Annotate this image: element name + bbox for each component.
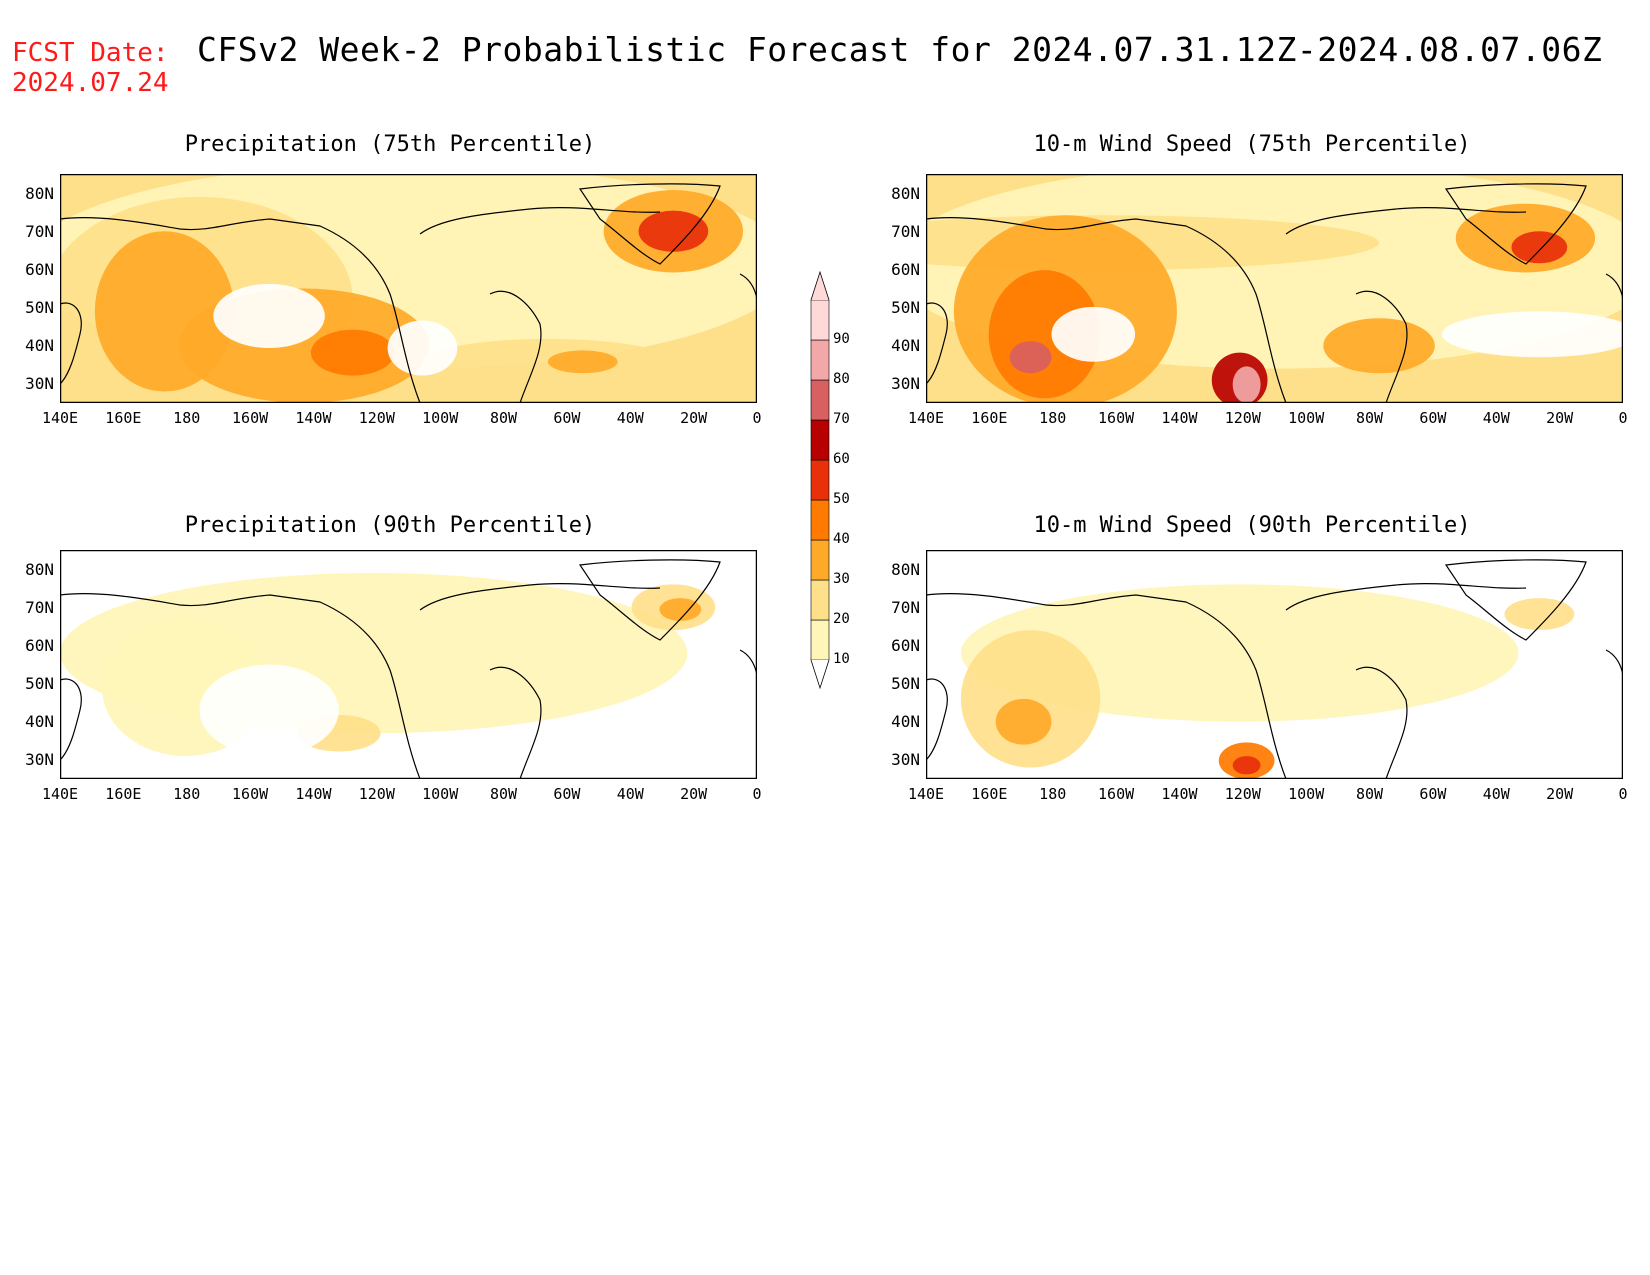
lat-label: 40N [25,712,54,731]
lon-label: 100W [422,785,459,803]
lon-label: 20W [680,409,708,427]
lat-label: 50N [891,298,920,317]
lat-label: 50N [891,674,920,693]
lat-label: 50N [25,298,54,317]
lon-label: 0 [1618,409,1628,427]
lon-label: 120W [358,409,395,427]
lat-label: 70N [25,598,54,617]
colorbar-tick-label: 30 [833,571,850,587]
lon-label: 140W [1161,409,1198,427]
lon-label: 140W [295,785,332,803]
lon-label: 160W [232,409,269,427]
lon-label: 140E [41,409,79,427]
lon-label: 0 [1618,785,1628,803]
colorbar-tick-label: 80 [833,371,850,387]
lon-label: 80W [1355,409,1384,427]
lon-label: 80W [1355,785,1384,803]
lon-label: 60W [1419,409,1447,427]
lon-label: 160W [1098,409,1135,427]
lat-label: 40N [25,336,54,355]
colorbar-tick-label: 60 [833,451,850,467]
colorbar-tick-label: 70 [833,411,850,427]
lon-label: 160W [1098,785,1135,803]
lon-label: 100W [1288,409,1325,427]
lat-label: 60N [25,636,54,655]
colorbar-tick-label: 10 [833,651,850,667]
lon-label: 40W [616,785,644,803]
colorbar-tick-label: 20 [833,611,850,627]
page-title: CFSv2 Week-2 Probabilistic Forecast for … [197,30,1603,69]
lon-label: 160E [971,409,1008,427]
lat-label: 30N [891,750,920,769]
lat-label: 80N [891,560,920,579]
lon-label: 100W [1288,785,1325,803]
lat-label: 30N [25,750,54,769]
lat-label: 60N [25,260,54,279]
lon-label: 80W [489,785,518,803]
map-wind90 [926,550,1623,779]
lon-label: 140E [907,409,945,427]
panel-title-wind75: 10-m Wind Speed (75th Percentile) [1033,132,1471,157]
lon-label: 40W [616,409,644,427]
lon-label: 40W [1482,409,1510,427]
panel-title-precip75: Precipitation (75th Percentile) [184,132,596,157]
lon-label: 140W [1161,785,1198,803]
map-precip75 [60,174,757,403]
lon-label: 160E [971,785,1008,803]
lon-label: 120W [358,785,395,803]
lon-label: 140E [41,785,79,803]
lon-label: 180 [1039,785,1067,803]
lon-label: 20W [1546,409,1574,427]
lon-label: 180 [173,785,201,803]
lat-label: 40N [891,336,920,355]
lon-label: 40W [1482,785,1510,803]
lon-label: 160W [232,785,269,803]
lat-label: 60N [891,260,920,279]
lat-label: 70N [891,598,920,617]
lon-label: 80W [489,409,518,427]
lon-label: 120W [1224,409,1261,427]
lat-label: 40N [891,712,920,731]
forecast-date-block: FCST Date: 2024.07.24 [12,38,169,98]
lon-label: 140W [295,409,332,427]
panel-title-precip90: Precipitation (90th Percentile) [184,513,596,538]
lon-label: 0 [752,409,762,427]
colorbar-tick-label: 40 [833,531,850,547]
colorbar-tick-label: 90 [833,331,850,347]
lat-label: 80N [25,184,54,203]
colorbar [810,270,830,690]
map-precip90 [60,550,757,779]
colorbar-tick-label: 50 [833,491,850,507]
lon-label: 120W [1224,785,1261,803]
lon-label: 0 [752,785,762,803]
lon-label: 60W [1419,785,1447,803]
lon-label: 60W [553,785,581,803]
forecast-date-label: FCST Date: [12,38,169,68]
lat-label: 70N [25,222,54,241]
lon-label: 60W [553,409,581,427]
lon-label: 20W [1546,785,1574,803]
lon-label: 100W [422,409,459,427]
lat-label: 70N [891,222,920,241]
lat-label: 80N [891,184,920,203]
forecast-date-value: 2024.07.24 [12,68,169,98]
lat-label: 60N [891,636,920,655]
lon-label: 180 [173,409,201,427]
lat-label: 30N [25,374,54,393]
lon-label: 140E [907,785,945,803]
lat-label: 30N [891,374,920,393]
lon-label: 160E [105,785,142,803]
lon-label: 160E [105,409,142,427]
lon-label: 180 [1039,409,1067,427]
lon-label: 20W [680,785,708,803]
panel-title-wind90: 10-m Wind Speed (90th Percentile) [1033,513,1471,538]
map-wind75 [926,174,1623,403]
lat-label: 50N [25,674,54,693]
lat-label: 80N [25,560,54,579]
